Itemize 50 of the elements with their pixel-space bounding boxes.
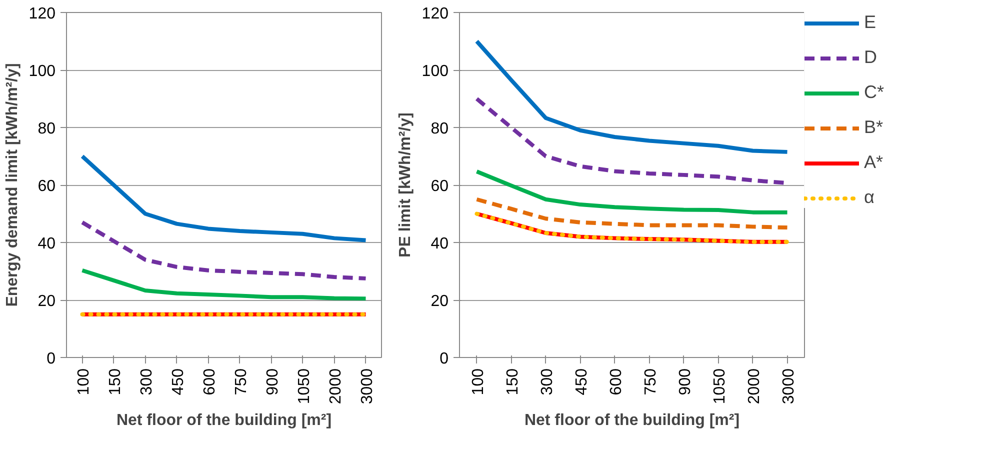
x-tick-label: 750 xyxy=(232,368,250,396)
y-tick-label: 0 xyxy=(440,350,449,368)
y-tick-label: 120 xyxy=(28,6,56,22)
x-tick-label: 2000 xyxy=(327,368,344,404)
x-tick-label: 900 xyxy=(264,368,282,396)
y-tick-label: 100 xyxy=(28,63,56,80)
legend-label: B* xyxy=(864,117,884,138)
line-series xyxy=(474,197,790,230)
y-tick-label: 0 xyxy=(46,350,56,368)
x-tick-label: 450 xyxy=(170,368,187,396)
legend-label: E xyxy=(864,12,878,33)
x-tick-label: 100 xyxy=(75,368,92,396)
y-tick-label: 120 xyxy=(422,6,449,22)
x-tick-label: 3000 xyxy=(780,368,798,404)
x-tick-label: 600 xyxy=(608,368,625,396)
y-tick-label: 100 xyxy=(422,63,449,80)
y-tick-label: 60 xyxy=(38,178,56,195)
y-tick-label: 80 xyxy=(38,120,56,138)
legend-label: A* xyxy=(864,152,884,173)
line-series xyxy=(80,220,368,280)
x-tick-label: 750 xyxy=(642,368,660,396)
x-tick-label: 300 xyxy=(538,368,556,396)
x-tick-label: 150 xyxy=(106,368,124,396)
x-tick-label: 1050 xyxy=(296,368,313,404)
line-series xyxy=(80,268,368,301)
line-series xyxy=(474,169,790,214)
x-tick-label: 900 xyxy=(676,368,694,396)
x-tick-label: 3000 xyxy=(358,368,376,404)
x-tick-label: 450 xyxy=(573,368,590,396)
x-tick-label: 300 xyxy=(138,368,156,396)
y-tick-label: 60 xyxy=(430,178,449,195)
y-tick-label: 20 xyxy=(430,293,449,310)
legend-label: α xyxy=(864,187,876,208)
y-tick-label: 40 xyxy=(38,236,56,252)
legend-label: D xyxy=(864,47,878,68)
y-tick-label: 20 xyxy=(38,293,56,310)
y-axis-title: PE limit [kWh/m²/y] xyxy=(396,112,414,258)
y-tick-label: 80 xyxy=(430,120,449,138)
x-tick-label: 1050 xyxy=(711,368,728,404)
y-tick-label: 40 xyxy=(430,236,449,252)
y-axis-title: Energy demand limit [kWh/m²/y] xyxy=(4,63,21,307)
x-tick-label: 2000 xyxy=(746,368,763,404)
line-series xyxy=(474,39,790,154)
legend-label: C* xyxy=(864,82,884,103)
line-series xyxy=(80,154,368,242)
x-tick-label: 150 xyxy=(504,368,522,396)
x-tick-label: 100 xyxy=(470,368,487,396)
x-axis-title: Net floor of the building [m²] xyxy=(116,412,332,430)
x-tick-label: 600 xyxy=(201,368,218,396)
x-axis-title: Net floor of the building [m²] xyxy=(524,412,740,430)
